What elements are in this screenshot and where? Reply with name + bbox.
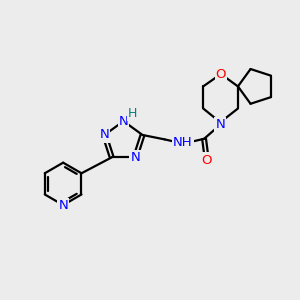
Text: O: O [201, 154, 212, 166]
Text: N: N [118, 115, 128, 128]
Text: N: N [130, 151, 140, 164]
Text: N: N [58, 199, 68, 212]
Text: O: O [216, 68, 226, 80]
Text: NH: NH [173, 136, 193, 149]
Text: N: N [100, 128, 109, 142]
Text: H: H [128, 107, 138, 120]
Text: N: N [215, 118, 225, 131]
